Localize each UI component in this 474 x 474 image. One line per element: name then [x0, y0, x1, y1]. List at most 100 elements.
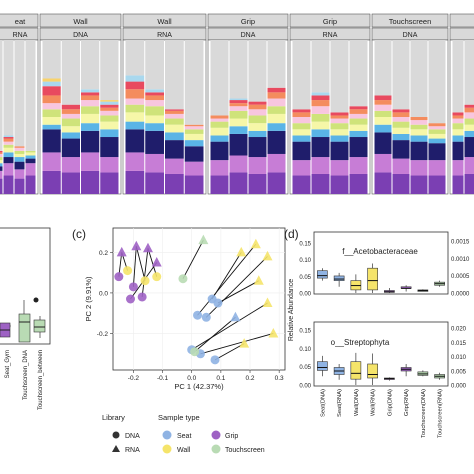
stacked-bar-segment — [452, 141, 464, 161]
x-tick-label: Touchscreen(DNA) — [421, 389, 427, 438]
stacked-bar-segment — [229, 133, 248, 156]
stacked-bar-segment — [165, 173, 184, 194]
panel-d-ticks: 0.150.100.050.000.00150.00100.00050.0000… — [299, 240, 470, 438]
facet-strip-top — [207, 13, 289, 28]
stacked-bar-segment — [14, 169, 25, 179]
stacked-bar-segment — [3, 138, 14, 142]
panel-d-top-frame — [313, 231, 449, 295]
stacked-bar-segment — [428, 123, 446, 127]
panel-c-xlabel: PC 1 (42.37%) — [174, 382, 224, 391]
axis-tick-label: 0.000 — [451, 384, 467, 390]
stacked-bar-segment — [229, 100, 248, 104]
stacked-bar-segment — [267, 153, 286, 173]
stacked-bar-segment — [374, 153, 392, 173]
stacked-bar-other — [349, 40, 368, 107]
stacked-bar-segment — [349, 118, 368, 125]
facet-label-sub: RNA — [157, 32, 172, 39]
legend: Library DNA RNA Sample type Seat Grip Wa… — [102, 413, 265, 454]
pcoa-point-dna — [137, 292, 147, 302]
stacked-bar-segment — [267, 113, 286, 124]
stacked-bar-other — [292, 40, 311, 110]
box-body — [367, 363, 378, 379]
stacked-bar-segment — [125, 98, 145, 105]
legend-rna-marker — [112, 445, 120, 452]
stacked-bar-segment — [165, 109, 184, 111]
stacked-bar-other — [165, 40, 184, 110]
stacked-bar-segment — [125, 75, 145, 82]
stacked-bar-segment — [25, 163, 36, 176]
stacked-bar-segment — [14, 153, 25, 158]
pcoa-segment — [217, 280, 259, 304]
stacked-bar-segment — [452, 112, 464, 116]
legend-dna-label: DNA — [125, 433, 140, 440]
stacked-bar-segment — [392, 158, 410, 174]
x-tick-label: Grip(RNA) — [404, 389, 410, 416]
pcoa-point-rna — [116, 246, 127, 257]
stacked-bar-segment — [410, 124, 428, 130]
stacked-bar-segment — [374, 95, 392, 101]
legend-rna-label: RNA — [125, 447, 140, 454]
stacked-bar-segment — [165, 132, 184, 141]
panel-b-box — [18, 313, 31, 343]
stacked-bar-segment — [25, 150, 36, 153]
stacked-bar-segment — [311, 100, 330, 107]
pcoa-point-rna — [268, 327, 279, 338]
panel-d-top-boxes — [317, 263, 445, 293]
stacked-bar-segment — [14, 161, 25, 170]
pcoa-point-rna — [239, 338, 250, 348]
facet-label-sub: RNA — [13, 32, 28, 39]
x-tick-label: -0.1 — [157, 375, 169, 382]
stacked-bar-segment — [392, 127, 410, 134]
stacked-bar-segment — [42, 124, 61, 130]
stacked-bar-segment — [330, 160, 349, 176]
pcoa-point-rna — [236, 246, 247, 257]
pcoa-point-dna — [123, 266, 133, 276]
stacked-bar-segment — [61, 113, 80, 119]
facet-strip-sub — [449, 27, 474, 41]
facet-label-top: Wall — [73, 17, 88, 26]
pcoa-point-dna — [152, 272, 162, 282]
pcoa-segment — [200, 333, 274, 355]
stacked-bar-other — [42, 40, 61, 79]
stacked-bar-segment — [311, 121, 330, 130]
stacked-bar-segment — [81, 92, 100, 96]
stacked-bar-segment — [210, 118, 229, 122]
stacked-bar-segment — [100, 172, 119, 194]
stacked-bar-segment — [81, 152, 100, 171]
stacked-bar-segment — [464, 137, 474, 158]
stacked-bar-segment — [61, 132, 80, 139]
stacked-bar-segment — [14, 147, 25, 151]
stacked-bar-segment — [464, 124, 474, 131]
stacked-bar-segment — [452, 135, 464, 142]
stacked-bar-segment — [42, 78, 61, 82]
stacked-bar-segment — [267, 130, 286, 154]
stacked-bar-segment — [184, 133, 204, 141]
stacked-bar-segment — [267, 92, 286, 99]
axis-tick-label: 0.15 — [299, 242, 311, 248]
stacked-bar-segment — [267, 87, 286, 93]
stacked-bar-segment — [311, 113, 330, 122]
stacked-bar-segment — [248, 115, 267, 124]
pcoa-segment — [191, 302, 268, 351]
stacked-bar-segment — [165, 110, 184, 114]
stacked-bar-segment — [349, 106, 368, 110]
stacked-bar-segment — [330, 135, 349, 142]
stacked-bar-segment — [14, 157, 25, 162]
axis-tick-label: 0.10 — [299, 258, 311, 264]
stacked-bar-segment — [229, 106, 248, 111]
x-tick-label: Seat(RNA) — [337, 389, 343, 417]
stacked-bar-segment — [410, 120, 428, 125]
stacked-bar-segment — [81, 89, 100, 93]
axis-tick-label: 0.015 — [451, 341, 467, 347]
stacked-bar-segment — [292, 112, 311, 117]
stacked-bar-segment — [42, 109, 61, 117]
facet-label-top: Grip — [323, 17, 337, 26]
stacked-bar-segment — [3, 141, 14, 145]
stacked-bar-segment — [210, 135, 229, 142]
stacked-bar-segment — [229, 172, 248, 194]
stacked-bar-segment — [464, 173, 474, 194]
stacked-bar-segment — [464, 118, 474, 125]
stacked-bar-segment — [61, 126, 80, 133]
stacked-bar-segment — [100, 157, 119, 173]
pcoa-point-rna — [253, 275, 264, 285]
